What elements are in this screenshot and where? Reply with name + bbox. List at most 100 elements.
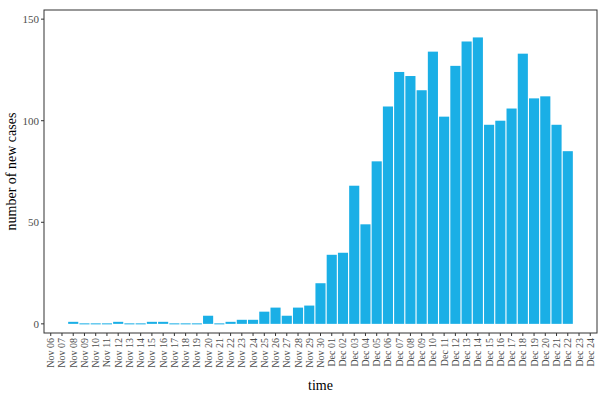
x-tick	[50, 333, 51, 336]
x-tick	[365, 333, 366, 336]
x-tick-label: Dec 24	[585, 338, 596, 367]
x-tick-label: Nov 11	[101, 338, 112, 367]
x-tick-label: Dec 04	[360, 338, 371, 367]
y-tick-label: 100	[23, 115, 40, 127]
y-tick	[41, 222, 44, 223]
x-tick-label: Nov 08	[68, 338, 79, 368]
x-tick-label: Nov 19	[191, 338, 202, 368]
x-tick	[309, 333, 310, 336]
x-tick	[286, 333, 287, 336]
x-tick-label: Dec 02	[337, 338, 348, 367]
bar	[192, 323, 202, 324]
x-tick	[61, 333, 62, 336]
bar	[551, 125, 561, 324]
bar	[237, 320, 247, 324]
chart-container: 050100150Nov 06Nov 07Nov 08Nov 09Nov 10N…	[0, 0, 600, 399]
x-tick	[511, 333, 512, 336]
x-tick-label: Dec 13	[461, 338, 472, 367]
x-tick-label: Dec 21	[551, 338, 562, 367]
x-tick-label: Nov 20	[203, 338, 214, 368]
x-tick	[298, 333, 299, 336]
x-tick	[410, 333, 411, 336]
y-tick-label: 150	[23, 13, 40, 25]
x-tick-label: Nov 10	[90, 338, 101, 368]
y-tick	[41, 323, 44, 324]
x-tick	[387, 333, 388, 336]
x-tick	[444, 333, 445, 336]
x-tick-label: Nov 14	[135, 338, 146, 368]
x-tick	[264, 333, 265, 336]
bar	[270, 308, 280, 324]
x-tick	[477, 333, 478, 336]
x-tick	[489, 333, 490, 336]
bar	[203, 316, 213, 324]
x-tick-label: Nov 06	[45, 338, 56, 368]
bar	[360, 224, 370, 324]
y-tick-label: 50	[28, 216, 40, 228]
x-tick-label: Nov 26	[270, 338, 281, 368]
x-tick	[556, 333, 557, 336]
x-tick	[230, 333, 231, 336]
bar	[304, 306, 314, 324]
x-tick-label: Dec 12	[450, 338, 461, 367]
x-tick	[342, 333, 343, 336]
x-tick-label: Dec 16	[495, 338, 506, 367]
bar	[338, 253, 348, 324]
bar	[113, 322, 123, 324]
x-tick-label: Dec 07	[394, 338, 405, 367]
bar	[394, 72, 404, 324]
x-tick-label: Nov 21	[214, 338, 225, 368]
x-tick	[466, 333, 467, 336]
x-tick-label: Nov 25	[259, 338, 270, 368]
x-tick	[590, 333, 591, 336]
x-tick	[399, 333, 400, 336]
x-tick	[140, 333, 141, 336]
bar	[226, 322, 236, 324]
x-axis-title: time	[308, 378, 333, 393]
bar	[563, 151, 573, 324]
x-tick-label: Dec 05	[371, 338, 382, 367]
bar	[450, 66, 460, 324]
bars	[68, 37, 573, 324]
bar	[349, 186, 359, 324]
bar	[248, 320, 258, 324]
x-tick	[241, 333, 242, 336]
x-tick	[129, 333, 130, 336]
bar	[417, 90, 427, 324]
x-tick	[151, 333, 152, 336]
x-tick-label: Nov 22	[225, 338, 236, 368]
y-tick-label: 0	[34, 318, 40, 330]
plot-background	[44, 10, 597, 333]
x-tick	[354, 333, 355, 336]
x-tick-label: Dec 19	[529, 338, 540, 367]
x-tick-label: Dec 09	[416, 338, 427, 367]
bar	[315, 283, 325, 324]
x-tick-label: Dec 20	[540, 338, 551, 367]
x-tick-label: Nov 15	[146, 338, 157, 368]
bar	[79, 323, 89, 324]
x-tick-label: Nov 07	[56, 338, 67, 368]
chart: 050100150Nov 06Nov 07Nov 08Nov 09Nov 10N…	[0, 0, 600, 399]
x-tick-label: Dec 06	[382, 338, 393, 367]
x-tick	[185, 333, 186, 336]
x-tick	[219, 333, 220, 336]
bar	[124, 323, 134, 324]
bar	[214, 323, 224, 324]
bar	[518, 54, 528, 324]
x-tick	[421, 333, 422, 336]
bar	[462, 41, 472, 323]
bar	[169, 323, 179, 324]
x-tick	[500, 333, 501, 336]
bar	[282, 316, 292, 324]
x-tick	[534, 333, 535, 336]
bar	[259, 312, 269, 324]
x-tick-label: Nov 28	[293, 338, 304, 368]
x-tick	[275, 333, 276, 336]
bar	[293, 308, 303, 324]
bar	[507, 109, 517, 324]
bar	[147, 322, 157, 324]
x-tick	[331, 333, 332, 336]
x-tick-label: Dec 18	[517, 338, 528, 367]
x-tick	[95, 333, 96, 336]
x-tick-label: Nov 17	[169, 338, 180, 368]
